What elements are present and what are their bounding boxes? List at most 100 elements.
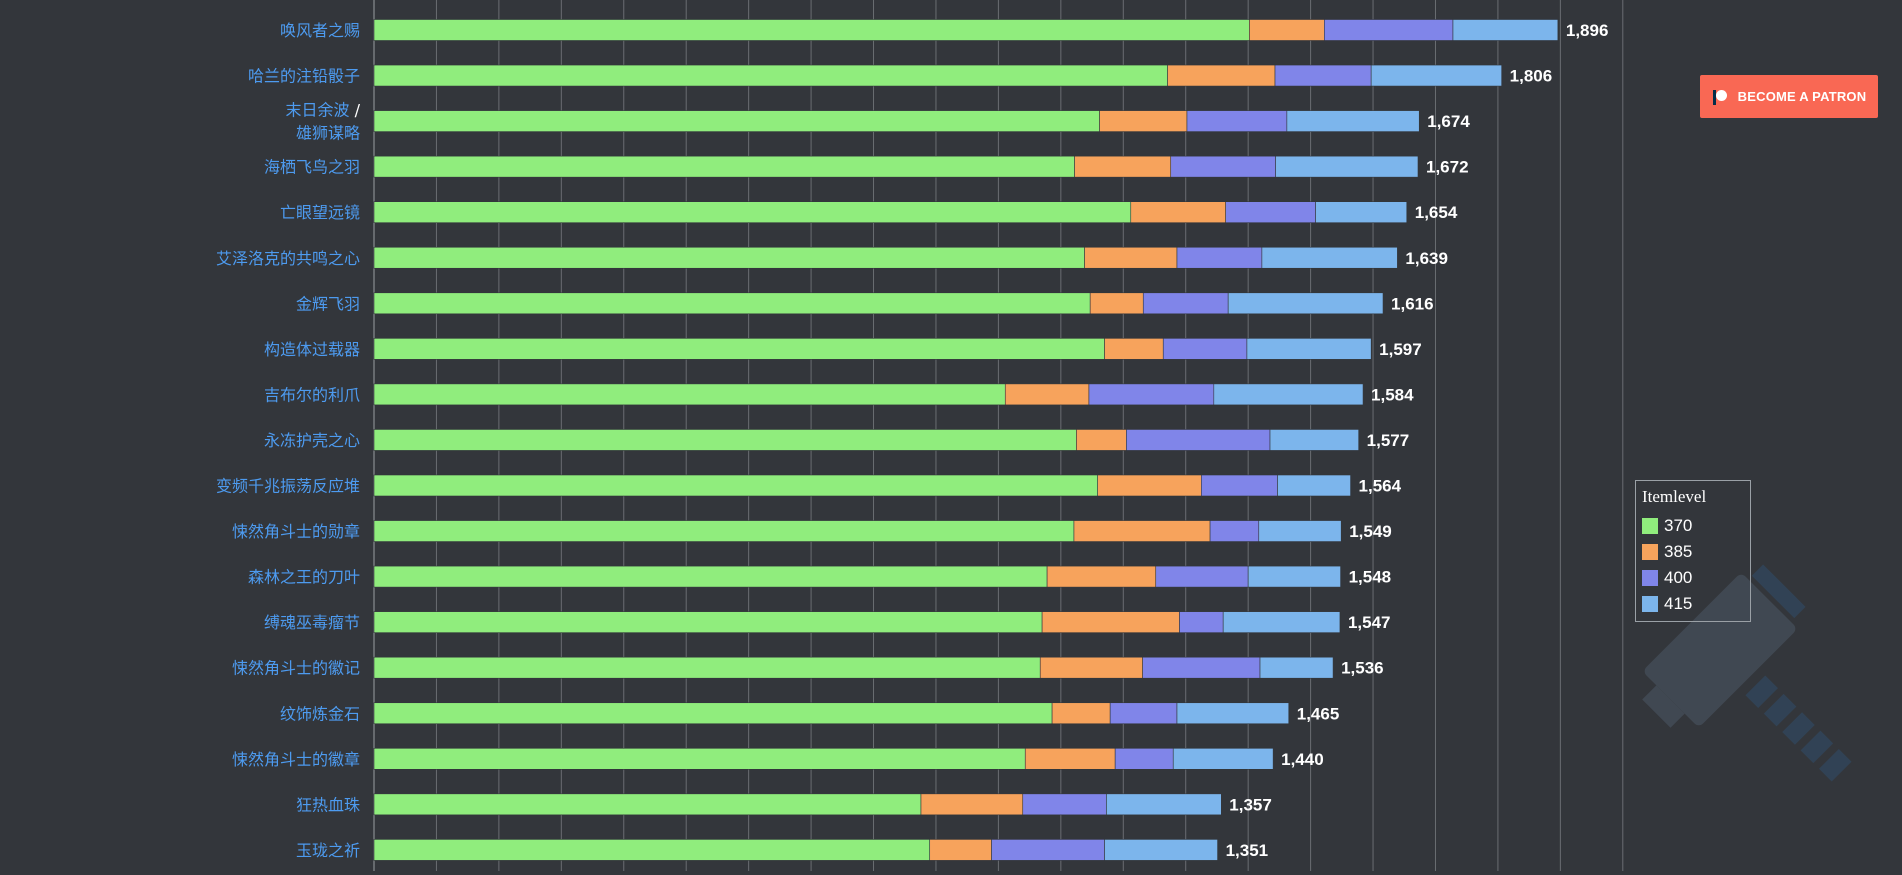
bar-segment-385[interactable] — [1099, 110, 1188, 132]
bar-segment-415[interactable] — [1275, 155, 1419, 178]
bar-segment-385[interactable] — [929, 839, 992, 861]
bar-segment-385[interactable] — [1089, 292, 1144, 315]
bar-segment-415[interactable] — [1286, 110, 1420, 132]
bar-segment-415[interactable] — [1258, 520, 1342, 542]
bar-segment-415[interactable] — [1247, 565, 1341, 588]
bar-segment-385[interactable] — [1073, 520, 1211, 542]
bar-segment-400[interactable] — [1209, 520, 1260, 542]
total-label: 1,547 — [1348, 613, 1391, 632]
category-label: 悚然角斗士的勋章 — [232, 522, 360, 541]
bar-segment-370[interactable] — [373, 110, 1100, 132]
bar-segment-400[interactable] — [1109, 702, 1178, 725]
legend-item-385[interactable]: 385 — [1642, 539, 1744, 565]
bar-segment-385[interactable] — [1051, 702, 1111, 725]
bar-segment-370[interactable] — [373, 839, 931, 861]
bar-segment-385[interactable] — [1041, 611, 1180, 633]
bar-segment-400[interactable] — [1201, 474, 1278, 497]
bar-segment-385[interactable] — [1130, 201, 1226, 223]
total-label: 1,465 — [1297, 704, 1340, 723]
bar-segment-415[interactable] — [1104, 839, 1218, 861]
category-label: 玉珑之祈 — [296, 841, 360, 860]
bar-segment-400[interactable] — [1170, 155, 1276, 178]
bar-segment-400[interactable] — [1114, 747, 1174, 770]
bar-segment-385[interactable] — [1167, 64, 1276, 87]
bar-segment-385[interactable] — [1076, 429, 1127, 451]
bar-segment-370[interactable] — [373, 383, 1006, 406]
category-label: 悚然角斗士的徽章 — [232, 750, 360, 769]
bar-segment-370[interactable] — [373, 565, 1048, 588]
bar-segment-415[interactable] — [1176, 702, 1290, 725]
bar-segment-400[interactable] — [1274, 64, 1372, 87]
bar-segment-400[interactable] — [1186, 110, 1288, 132]
bar-segment-370[interactable] — [373, 611, 1043, 633]
bar-segment-385[interactable] — [1249, 19, 1325, 41]
legend-item-370[interactable]: 370 — [1642, 513, 1744, 539]
bar-segment-370[interactable] — [373, 19, 1250, 41]
patreon-icon — [1712, 89, 1728, 105]
bar-segment-370[interactable] — [373, 747, 1026, 770]
bar-segment-370[interactable] — [373, 64, 1168, 87]
become-patron-button[interactable]: BECOME A PATRON — [1700, 75, 1878, 118]
bar-segment-415[interactable] — [1172, 747, 1274, 770]
bar-segment-400[interactable] — [1022, 793, 1107, 816]
total-label: 1,536 — [1341, 659, 1384, 678]
bar-segment-370[interactable] — [373, 474, 1098, 497]
bar-segment-370[interactable] — [373, 793, 922, 816]
bar-segment-385[interactable] — [1084, 246, 1178, 269]
bar-segment-370[interactable] — [373, 292, 1091, 315]
bar-segment-400[interactable] — [991, 839, 1105, 861]
legend-label: 385 — [1664, 542, 1693, 561]
bar-segment-385[interactable] — [1046, 565, 1157, 588]
bar-segment-370[interactable] — [373, 246, 1085, 269]
category-label: 狂热血珠 — [296, 795, 360, 814]
bar-segment-400[interactable] — [1088, 383, 1215, 406]
bar-segment-400[interactable] — [1142, 656, 1261, 679]
bar-segment-370[interactable] — [373, 155, 1075, 178]
bar-segment-385[interactable] — [1024, 747, 1116, 770]
bar-segment-370[interactable] — [373, 338, 1105, 360]
total-label: 1,597 — [1379, 340, 1422, 359]
category-label: 金辉飞羽 — [296, 294, 360, 313]
category-label-line: 吉布尔的利爪 — [264, 385, 360, 404]
bar-segment-415[interactable] — [1277, 474, 1351, 497]
category-label: 纹饰炼金石 — [280, 704, 360, 723]
category-label: 海栖飞鸟之羽 — [264, 158, 360, 177]
legend-item-415[interactable]: 415 — [1642, 591, 1744, 617]
bar-segment-415[interactable] — [1452, 19, 1559, 41]
bar-segment-415[interactable] — [1261, 246, 1398, 269]
bar-segment-400[interactable] — [1142, 292, 1229, 315]
bar-segment-385[interactable] — [1039, 656, 1143, 679]
bar-segment-415[interactable] — [1246, 338, 1372, 360]
bar-segment-415[interactable] — [1222, 611, 1341, 633]
bar-segment-415[interactable] — [1315, 201, 1408, 223]
bar-segment-415[interactable] — [1106, 793, 1222, 816]
bar-segment-385[interactable] — [1097, 474, 1202, 497]
total-label: 1,672 — [1426, 158, 1469, 177]
bar-segment-385[interactable] — [920, 793, 1024, 816]
legend-swatch — [1642, 518, 1658, 534]
bar-segment-415[interactable] — [1269, 429, 1359, 451]
legend-item-400[interactable]: 400 — [1642, 565, 1744, 591]
bar-segment-400[interactable] — [1176, 246, 1263, 269]
total-label: 1,639 — [1405, 249, 1448, 268]
bar-segment-400[interactable] — [1225, 201, 1316, 223]
bar-segment-370[interactable] — [373, 201, 1132, 223]
bar-segment-415[interactable] — [1227, 292, 1384, 315]
bar-segment-385[interactable] — [1104, 338, 1164, 360]
bar-segment-400[interactable] — [1162, 338, 1248, 360]
bar-segment-400[interactable] — [1179, 611, 1224, 633]
bar-segment-385[interactable] — [1074, 155, 1172, 178]
bar-segment-370[interactable] — [373, 656, 1041, 679]
bar-segment-415[interactable] — [1259, 656, 1334, 679]
bar-segment-400[interactable] — [1155, 565, 1249, 588]
bar-segment-415[interactable] — [1370, 64, 1502, 87]
bar-segment-370[interactable] — [373, 702, 1053, 725]
bar-segment-370[interactable] — [373, 429, 1077, 451]
bar-segment-400[interactable] — [1126, 429, 1271, 451]
bar-segment-385[interactable] — [1004, 383, 1090, 406]
bar-segment-415[interactable] — [1213, 383, 1364, 406]
category-label: 末日余波 / 雄狮谋略 — [286, 101, 361, 143]
bar-segment-370[interactable] — [373, 520, 1075, 542]
category-label-line: 纹饰炼金石 — [280, 704, 360, 723]
bar-segment-400[interactable] — [1324, 19, 1454, 41]
